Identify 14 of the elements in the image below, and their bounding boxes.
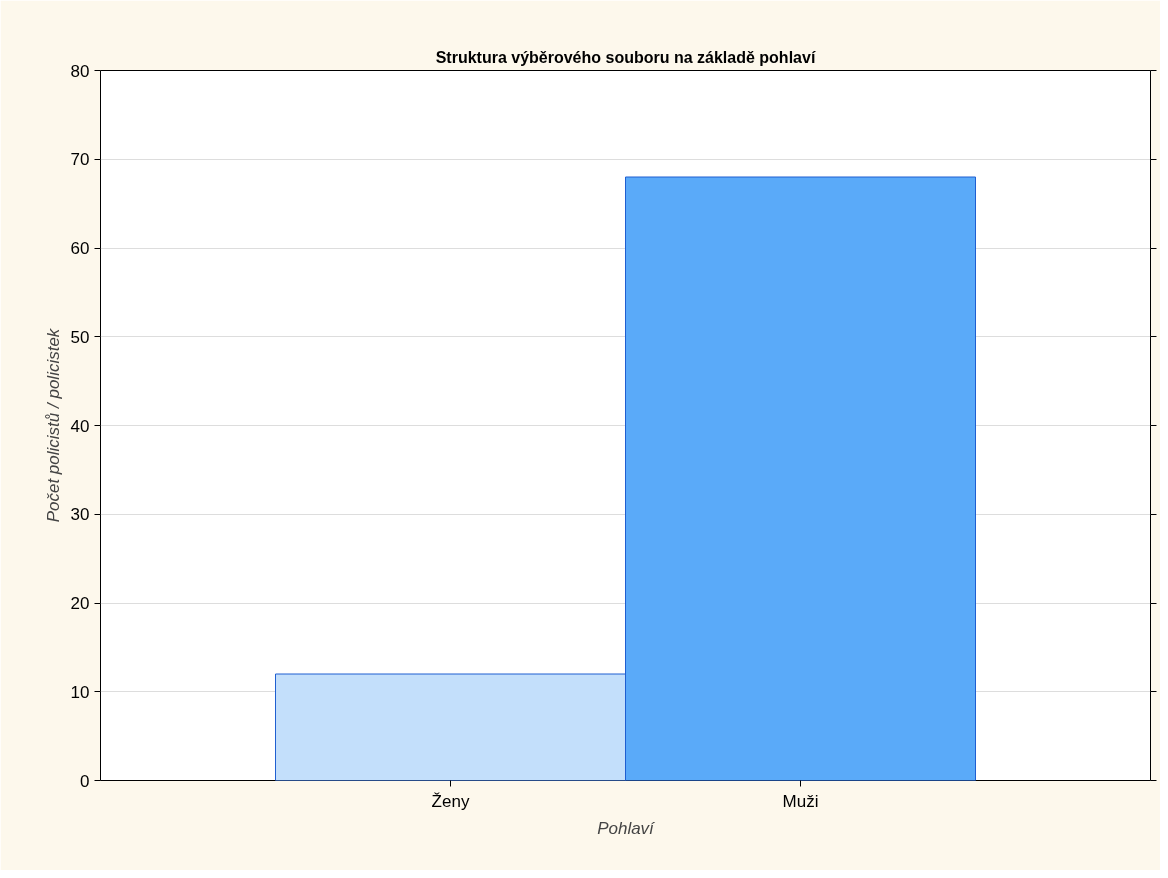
x-tick-label: Ženy bbox=[431, 791, 470, 811]
y-tick-label: 20 bbox=[70, 594, 90, 613]
y-tick-label: 50 bbox=[70, 327, 90, 347]
y-tick-label: 10 bbox=[70, 682, 90, 702]
y-tick-label: 30 bbox=[70, 505, 90, 525]
y-tick-label: 60 bbox=[70, 239, 90, 258]
x-tick-label: Muži bbox=[782, 791, 819, 811]
chart-title: Struktura výběrového souboru na základě pohlaví bbox=[435, 48, 816, 66]
y-tick-label: 80 bbox=[70, 61, 90, 81]
y-tick-label: 40 bbox=[70, 416, 90, 436]
y-axis-title: Počet policistů / policistek bbox=[43, 327, 63, 523]
y-tick-label: 70 bbox=[70, 150, 90, 170]
y-tick-label: 0 bbox=[80, 771, 90, 791]
x-axis-title: Pohlaví bbox=[597, 818, 657, 838]
